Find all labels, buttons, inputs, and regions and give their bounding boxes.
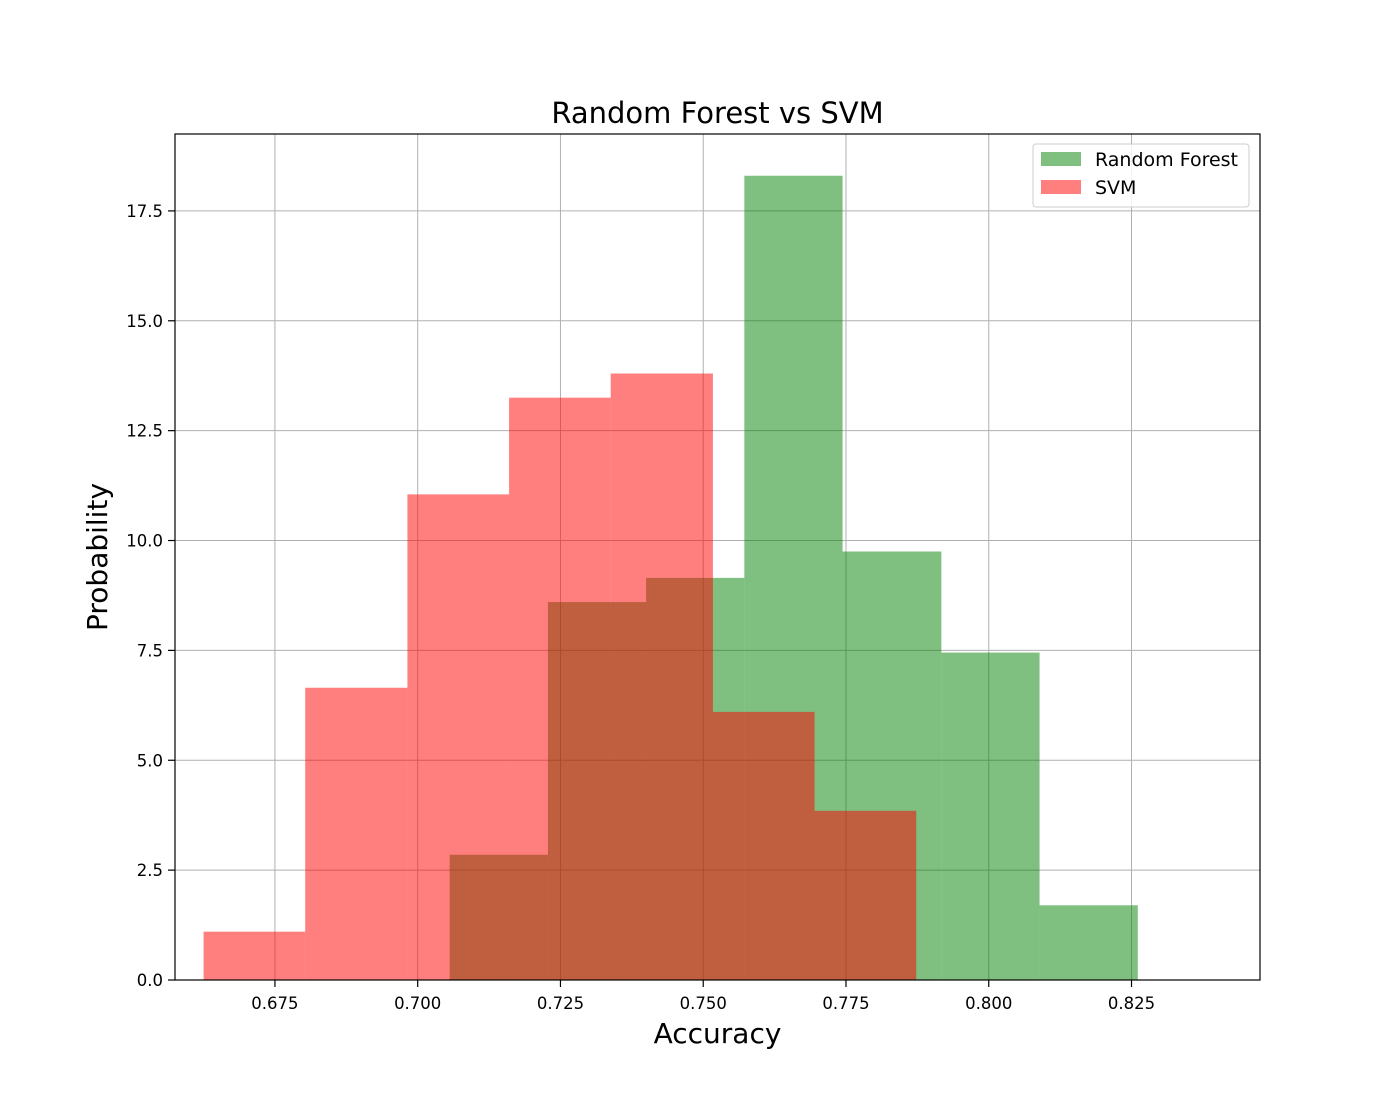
plot-frame — [174, 133, 1261, 981]
legend-label: SVM — [1095, 177, 1136, 199]
y-tick-label: 2.5 — [137, 861, 163, 880]
legend: Random Forest SVM — [1032, 143, 1250, 208]
y-tick-label: 10.0 — [126, 532, 163, 551]
x-tick-label: 0.775 — [822, 994, 869, 1013]
bars — [203, 175, 1138, 981]
y-tick-label: 5.0 — [137, 751, 163, 770]
bar-svm — [203, 931, 306, 980]
x-tick-label: 0.800 — [965, 994, 1012, 1013]
y-tick-label: 7.5 — [137, 641, 163, 660]
legend-swatch — [1041, 152, 1081, 166]
bar-random-forest — [941, 652, 1040, 980]
x-tick-label: 0.825 — [1108, 994, 1155, 1013]
legend-swatch — [1041, 180, 1081, 194]
y-tick-label: 15.0 — [126, 312, 163, 331]
bar-svm — [305, 687, 408, 980]
chart-title: Random Forest vs SVM — [551, 96, 883, 130]
x-tick-label: 0.750 — [680, 994, 727, 1013]
legend-box — [1032, 143, 1250, 208]
bar-random-forest — [1039, 905, 1138, 980]
bar-svm — [407, 494, 510, 980]
x-tick-label: 0.725 — [537, 994, 584, 1013]
y-tick-label: 0.0 — [137, 971, 163, 990]
bar-svm — [509, 397, 611, 980]
y-tick-label: 17.5 — [126, 202, 163, 221]
bar-svm — [814, 810, 917, 980]
x-tick-label: 0.700 — [394, 994, 441, 1013]
x-tick-label: 0.675 — [251, 994, 298, 1013]
y-tick-label: 12.5 — [126, 422, 163, 441]
bar-svm — [610, 373, 713, 981]
bar-svm — [712, 711, 815, 980]
y-axis: 0.0 2.5 5.0 7.5 10.0 12.5 15.0 17.5 — [126, 202, 175, 990]
x-axis: 0.675 0.700 0.725 0.750 0.775 0.800 0.825 — [251, 980, 1155, 1013]
y-axis-label: Probability — [81, 483, 114, 631]
x-axis-label: Accuracy — [654, 1017, 782, 1050]
legend-label: Random Forest — [1095, 149, 1238, 171]
